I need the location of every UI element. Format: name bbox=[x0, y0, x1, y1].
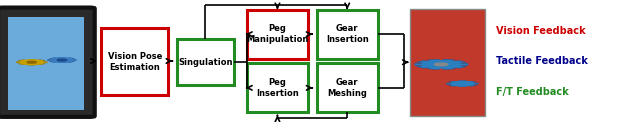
Wedge shape bbox=[58, 60, 66, 63]
FancyBboxPatch shape bbox=[247, 10, 308, 59]
Wedge shape bbox=[16, 61, 32, 63]
Wedge shape bbox=[28, 62, 36, 65]
Wedge shape bbox=[32, 60, 45, 62]
Wedge shape bbox=[446, 83, 463, 84]
Wedge shape bbox=[19, 60, 32, 62]
FancyBboxPatch shape bbox=[8, 17, 84, 110]
Wedge shape bbox=[442, 60, 467, 64]
Wedge shape bbox=[442, 59, 456, 64]
FancyBboxPatch shape bbox=[317, 10, 378, 59]
Wedge shape bbox=[49, 58, 62, 60]
Text: Peg
Insertion: Peg Insertion bbox=[256, 78, 299, 98]
Text: Singulation: Singulation bbox=[178, 58, 233, 67]
Circle shape bbox=[27, 61, 36, 63]
Wedge shape bbox=[449, 81, 463, 84]
Text: Peg
Manipulation: Peg Manipulation bbox=[246, 24, 308, 44]
Wedge shape bbox=[427, 64, 442, 69]
Wedge shape bbox=[62, 58, 74, 60]
Wedge shape bbox=[463, 84, 476, 86]
Wedge shape bbox=[459, 81, 467, 84]
Wedge shape bbox=[28, 59, 36, 62]
Wedge shape bbox=[58, 57, 66, 60]
Wedge shape bbox=[19, 62, 32, 65]
Wedge shape bbox=[32, 62, 45, 65]
Wedge shape bbox=[442, 64, 467, 68]
Text: Vision Pose
Estimation: Vision Pose Estimation bbox=[108, 52, 162, 72]
Wedge shape bbox=[32, 61, 47, 63]
Wedge shape bbox=[427, 59, 442, 64]
Circle shape bbox=[435, 63, 448, 66]
Wedge shape bbox=[62, 60, 74, 62]
Wedge shape bbox=[449, 84, 463, 86]
Circle shape bbox=[451, 81, 474, 86]
Wedge shape bbox=[417, 64, 442, 68]
FancyBboxPatch shape bbox=[247, 63, 308, 112]
FancyBboxPatch shape bbox=[410, 9, 485, 116]
Wedge shape bbox=[459, 84, 467, 87]
Circle shape bbox=[58, 59, 67, 61]
Wedge shape bbox=[463, 83, 479, 84]
Circle shape bbox=[51, 58, 74, 62]
Wedge shape bbox=[415, 63, 442, 66]
Wedge shape bbox=[463, 81, 476, 84]
FancyBboxPatch shape bbox=[317, 63, 378, 112]
Circle shape bbox=[20, 60, 44, 64]
FancyBboxPatch shape bbox=[177, 39, 234, 85]
Wedge shape bbox=[417, 60, 442, 64]
Wedge shape bbox=[442, 63, 468, 66]
Wedge shape bbox=[47, 59, 62, 61]
Circle shape bbox=[422, 61, 461, 68]
Wedge shape bbox=[442, 64, 456, 69]
FancyBboxPatch shape bbox=[0, 8, 95, 117]
Wedge shape bbox=[49, 60, 62, 62]
Text: Tactile Feedback: Tactile Feedback bbox=[496, 56, 588, 66]
Text: Gear
Insertion: Gear Insertion bbox=[326, 24, 369, 44]
Text: Vision Feedback: Vision Feedback bbox=[496, 25, 586, 36]
Text: F/T Feedback: F/T Feedback bbox=[496, 86, 569, 97]
Wedge shape bbox=[62, 59, 76, 61]
FancyBboxPatch shape bbox=[101, 28, 168, 95]
Text: Gear
Meshing: Gear Meshing bbox=[327, 78, 367, 98]
